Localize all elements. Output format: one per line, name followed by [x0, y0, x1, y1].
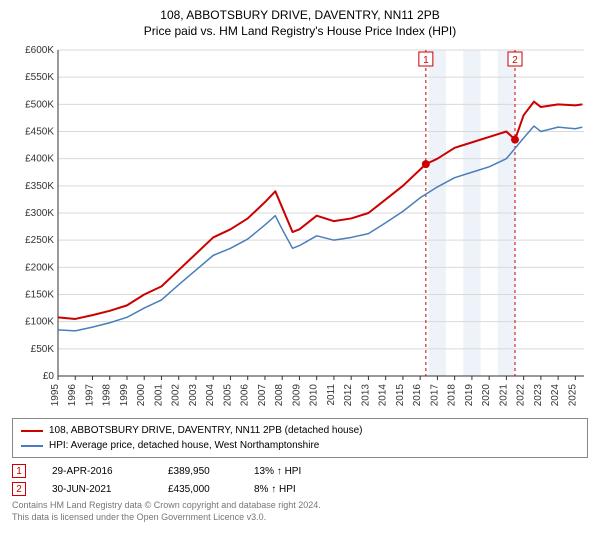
sale-date: 29-APR-2016 [52, 466, 142, 477]
svg-text:2007: 2007 [257, 384, 268, 407]
legend-swatch [21, 430, 43, 432]
svg-text:2024: 2024 [550, 384, 561, 407]
svg-text:1995: 1995 [50, 384, 61, 407]
chart-container: 108, ABBOTSBURY DRIVE, DAVENTRY, NN11 2P… [0, 0, 600, 560]
svg-text:2017: 2017 [429, 384, 440, 407]
svg-text:£50K: £50K [31, 344, 55, 355]
svg-text:2023: 2023 [533, 384, 544, 407]
line-chart: £0 £50K £100K £150K £200K £250K £300K £350K £400… [12, 44, 588, 414]
sale-price: £435,000 [168, 484, 228, 495]
svg-text:2004: 2004 [205, 384, 216, 407]
svg-text:£200K: £200K [25, 262, 54, 273]
svg-text:2022: 2022 [516, 384, 527, 407]
svg-text:2014: 2014 [378, 384, 389, 407]
chart-subtitle: Price paid vs. HM Land Registry's House … [12, 24, 588, 38]
sale-date: 30-JUN-2021 [52, 484, 142, 495]
svg-text:2021: 2021 [498, 384, 509, 407]
svg-text:2001: 2001 [153, 384, 164, 407]
svg-text:2020: 2020 [481, 384, 492, 407]
svg-text:2025: 2025 [567, 384, 578, 407]
svg-text:£150K: £150K [25, 290, 54, 301]
sales-table: 1 29-APR-2016 £389,950 13% ↑ HPI 2 30-JUN-202… [12, 464, 588, 496]
chart-title: 108, ABBOTSBURY DRIVE, DAVENTRY, NN11 2P… [12, 8, 588, 22]
svg-text:1997: 1997 [84, 384, 95, 407]
sale-marker: 1 [12, 464, 26, 478]
svg-text:£0: £0 [43, 371, 55, 382]
svg-text:2002: 2002 [171, 384, 182, 407]
footer-line2: This data is licensed under the Open Gov… [12, 512, 588, 524]
legend-swatch [21, 445, 43, 447]
svg-text:2016: 2016 [412, 384, 423, 407]
svg-text:1996: 1996 [67, 384, 78, 407]
legend-item: 108, ABBOTSBURY DRIVE, DAVENTRY, NN11 2P… [21, 423, 579, 438]
svg-text:£550K: £550K [25, 72, 54, 83]
legend-label: HPI: Average price, detached house, West… [49, 438, 319, 453]
svg-text:2019: 2019 [464, 384, 475, 407]
svg-text:1998: 1998 [102, 384, 113, 407]
svg-text:2006: 2006 [240, 384, 251, 407]
sale-hpi: 13% ↑ HPI [254, 466, 334, 477]
svg-text:£100K: £100K [25, 317, 54, 328]
svg-text:1999: 1999 [119, 384, 130, 407]
svg-text:£450K: £450K [25, 127, 54, 138]
svg-text:2003: 2003 [188, 384, 199, 407]
svg-text:2: 2 [512, 55, 518, 66]
chart-area: £0 £50K £100K £150K £200K £250K £300K £350K £400… [12, 44, 588, 414]
svg-text:2010: 2010 [309, 384, 320, 407]
svg-text:£350K: £350K [25, 181, 54, 192]
sale-row: 2 30-JUN-2021 £435,000 8% ↑ HPI [12, 482, 588, 496]
svg-text:£400K: £400K [25, 154, 54, 165]
svg-text:2013: 2013 [360, 384, 371, 407]
footer: Contains HM Land Registry data © Crown c… [12, 500, 588, 523]
legend-label: 108, ABBOTSBURY DRIVE, DAVENTRY, NN11 2P… [49, 423, 363, 438]
svg-text:2018: 2018 [447, 384, 458, 407]
svg-text:2011: 2011 [326, 384, 337, 406]
legend-item: HPI: Average price, detached house, West… [21, 438, 579, 453]
sale-hpi: 8% ↑ HPI [254, 484, 334, 495]
svg-text:2005: 2005 [222, 384, 233, 407]
svg-text:2000: 2000 [136, 384, 147, 407]
sale-price: £389,950 [168, 466, 228, 477]
svg-text:2012: 2012 [343, 384, 354, 407]
svg-text:2015: 2015 [395, 384, 406, 407]
sale-row: 1 29-APR-2016 £389,950 13% ↑ HPI [12, 464, 588, 478]
svg-text:£600K: £600K [25, 45, 54, 56]
footer-line1: Contains HM Land Registry data © Crown c… [12, 500, 588, 512]
legend: 108, ABBOTSBURY DRIVE, DAVENTRY, NN11 2P… [12, 418, 588, 458]
svg-text:1: 1 [423, 55, 429, 66]
svg-text:2008: 2008 [274, 384, 285, 407]
sale-marker: 2 [12, 482, 26, 496]
svg-text:2009: 2009 [291, 384, 302, 407]
svg-text:£300K: £300K [25, 208, 54, 219]
svg-text:£500K: £500K [25, 99, 54, 110]
svg-text:£250K: £250K [25, 235, 54, 246]
